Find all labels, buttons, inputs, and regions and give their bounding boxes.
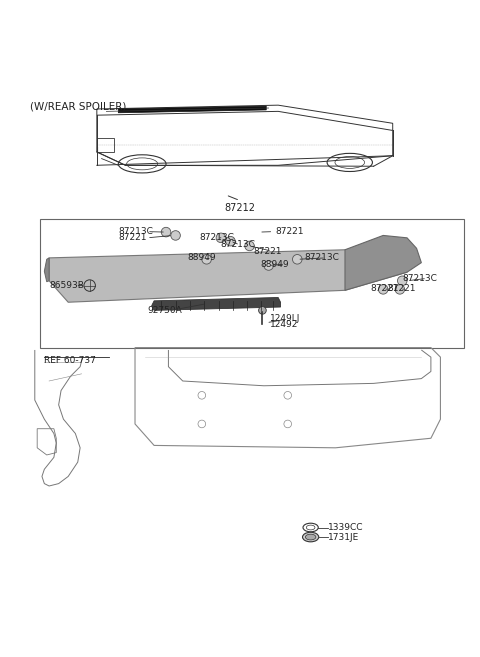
Text: 1249LJ: 1249LJ	[270, 315, 300, 323]
Text: 87213C: 87213C	[199, 233, 234, 242]
Circle shape	[202, 254, 211, 264]
Text: 12492: 12492	[270, 320, 298, 329]
Polygon shape	[44, 258, 49, 282]
Circle shape	[395, 284, 405, 294]
Text: 87221: 87221	[118, 233, 147, 242]
Polygon shape	[49, 250, 407, 302]
Text: 92750A: 92750A	[147, 306, 182, 315]
Text: REF 60-737: REF 60-737	[44, 355, 96, 365]
Ellipse shape	[305, 534, 316, 540]
Text: 88949: 88949	[188, 254, 216, 262]
Text: 87221: 87221	[253, 246, 282, 256]
Circle shape	[292, 254, 302, 264]
Text: 87221: 87221	[387, 284, 416, 294]
Circle shape	[259, 307, 266, 314]
Polygon shape	[345, 235, 421, 290]
Circle shape	[264, 261, 274, 270]
Text: 88949: 88949	[261, 260, 289, 269]
Circle shape	[216, 233, 226, 242]
Circle shape	[378, 284, 388, 294]
Polygon shape	[118, 106, 266, 113]
Text: 87213C: 87213C	[118, 227, 153, 236]
Text: 87213C: 87213C	[220, 240, 255, 250]
Circle shape	[397, 276, 407, 286]
Ellipse shape	[302, 532, 319, 542]
Polygon shape	[152, 298, 281, 310]
Circle shape	[245, 241, 254, 251]
Circle shape	[161, 227, 171, 237]
Text: 87213C: 87213C	[304, 254, 339, 262]
Text: 86593B: 86593B	[49, 281, 84, 290]
Text: 87221: 87221	[370, 284, 399, 294]
Text: 87212: 87212	[225, 202, 255, 212]
Circle shape	[171, 231, 180, 240]
Circle shape	[226, 237, 235, 246]
Text: 1339CC: 1339CC	[328, 523, 364, 532]
Text: 87213C: 87213C	[402, 274, 437, 283]
Text: 87221: 87221	[276, 227, 304, 236]
Text: (W/REAR SPOILER): (W/REAR SPOILER)	[30, 102, 126, 112]
Text: 1731JE: 1731JE	[328, 533, 360, 541]
Bar	[39, 219, 464, 348]
